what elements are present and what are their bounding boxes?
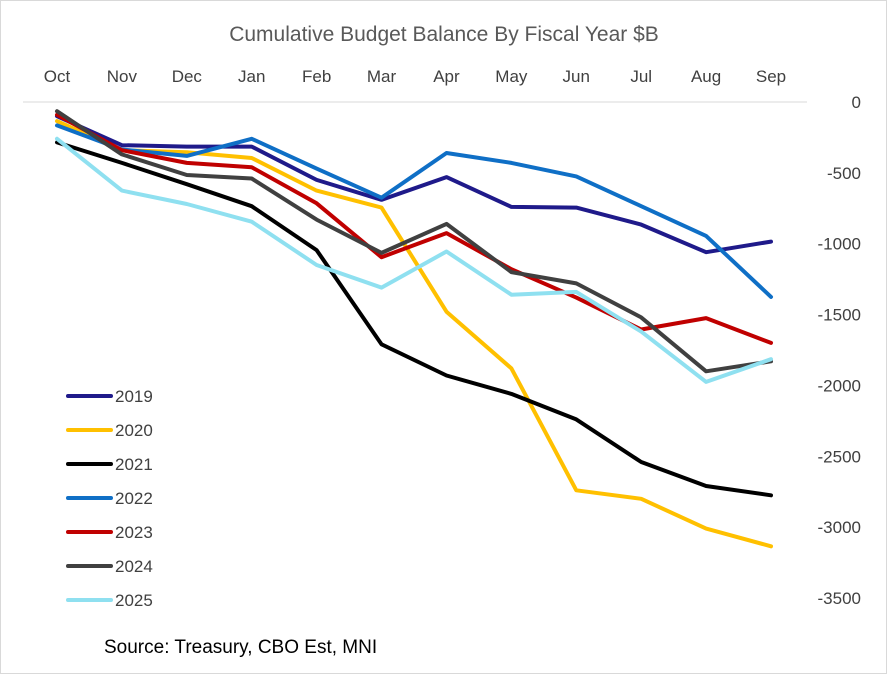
y-tick-label: -1500	[818, 306, 861, 325]
y-axis-ticks: 0 -500 -1000 -1500 -2000 -2500 -3000 -3500	[818, 93, 861, 608]
x-tick-label: Feb	[302, 67, 331, 86]
legend-label-2022: 2022	[115, 489, 153, 508]
x-tick-label: Sep	[756, 67, 786, 86]
legend-label-2024: 2024	[115, 557, 153, 576]
x-tick-label: Jul	[630, 67, 652, 86]
y-tick-label: -500	[827, 164, 861, 183]
series-line-2025	[55, 136, 773, 384]
series-line-2021	[55, 140, 773, 498]
chart-title: Cumulative Budget Balance By Fiscal Year…	[229, 23, 659, 46]
x-tick-label: Aug	[691, 67, 721, 86]
series-lines	[55, 109, 773, 549]
source-note: Source: Treasury, CBO Est, MNI	[104, 637, 377, 658]
legend-label-2019: 2019	[115, 387, 153, 406]
series-line-2024	[55, 109, 773, 374]
y-tick-label: -2500	[818, 447, 861, 466]
x-tick-label: May	[495, 67, 528, 86]
series-line-2020	[55, 119, 773, 549]
x-tick-label: Jan	[238, 67, 265, 86]
legend-label-2025: 2025	[115, 591, 153, 610]
x-tick-label: Mar	[367, 67, 397, 86]
legend-label-2020: 2020	[115, 421, 153, 440]
x-tick-label: Jun	[563, 67, 590, 86]
series-line-2019	[55, 114, 773, 255]
x-tick-label: Nov	[107, 67, 138, 86]
legend: 2019 2020 2021 2022 2023 2024 2025	[66, 387, 153, 610]
legend-label-2021: 2021	[115, 455, 153, 474]
series-line-2022	[55, 123, 773, 299]
y-tick-label: 0	[852, 93, 861, 112]
series-line-2023	[55, 112, 773, 345]
y-tick-label: -3000	[818, 518, 861, 537]
x-axis-ticks: Oct Nov Dec Jan Feb Mar Apr May Jun Jul Aug Sep	[44, 67, 786, 86]
x-tick-label: Dec	[172, 67, 203, 86]
x-tick-label: Oct	[44, 67, 71, 86]
legend-label-2023: 2023	[115, 523, 153, 542]
y-tick-label: -2000	[818, 376, 861, 395]
y-tick-label: -3500	[818, 589, 861, 608]
x-tick-label: Apr	[433, 67, 460, 86]
y-tick-label: -1000	[818, 235, 861, 254]
